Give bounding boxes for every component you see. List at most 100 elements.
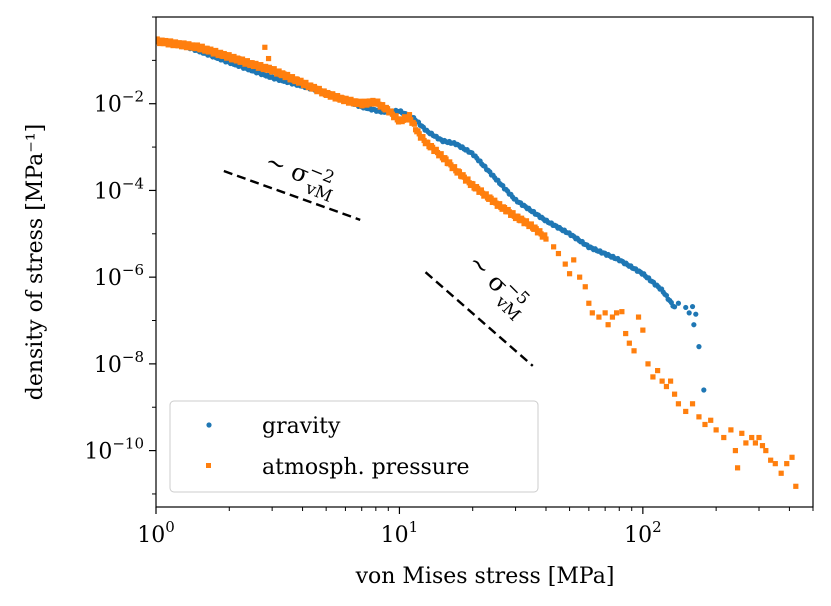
- y-tick-exp: −10: [112, 435, 144, 453]
- data-point: [492, 197, 498, 203]
- data-point: [713, 427, 719, 433]
- x-tick-base: 10: [137, 523, 165, 548]
- data-point: [213, 47, 219, 54]
- data-point: [708, 417, 714, 423]
- data-point: [689, 303, 696, 310]
- legend: gravity atmosph. pressure: [169, 400, 539, 493]
- data-point: [465, 176, 471, 182]
- data-point: [623, 330, 629, 337]
- data-point: [582, 284, 588, 290]
- data-point: [683, 408, 689, 415]
- y-tick-label: 10−4: [94, 174, 144, 204]
- data-point: [263, 63, 269, 70]
- data-point: [667, 378, 674, 384]
- data-point: [470, 181, 476, 187]
- reference-lines: [223, 169, 534, 367]
- y-tick-exp: −2: [122, 88, 144, 106]
- y-tick-exp: −8: [122, 348, 144, 366]
- data-point: [316, 85, 322, 92]
- data-point: [501, 205, 508, 211]
- data-point: [488, 195, 494, 201]
- data-point: [528, 221, 534, 227]
- x-tick-base: 10: [624, 523, 652, 548]
- data-point: [339, 95, 346, 101]
- data-point: [523, 218, 530, 224]
- data-point: [671, 304, 678, 310]
- x-axis-label: von Mises stress [MPa]: [355, 564, 615, 589]
- data-point: [204, 45, 210, 51]
- data-point: [589, 310, 595, 316]
- data-point: [308, 82, 314, 88]
- data-point: [276, 68, 282, 74]
- data-point: [289, 74, 296, 80]
- data-point: [188, 45, 194, 51]
- data-point: [334, 93, 341, 99]
- data-point: [635, 314, 642, 320]
- data-point: [650, 374, 656, 380]
- data-point: [443, 156, 449, 162]
- data-point: [447, 159, 453, 165]
- data-point: [247, 62, 253, 69]
- data-point: [793, 483, 799, 489]
- legend-box: [169, 400, 539, 493]
- data-point: [172, 39, 179, 45]
- legend-marker-gravity: [206, 422, 212, 428]
- data-point: [430, 144, 436, 150]
- data-point: [226, 52, 232, 58]
- data-point: [693, 311, 699, 317]
- y-tick-base: 10: [94, 179, 122, 204]
- data-point: [537, 228, 543, 234]
- y-tick-exp: −4: [122, 174, 144, 192]
- data-point: [404, 117, 410, 123]
- x-axis: 100 101 102: [137, 507, 814, 548]
- data-point: [645, 361, 651, 367]
- data-point: [170, 42, 176, 49]
- data-point: [303, 79, 309, 86]
- data-point: [199, 43, 205, 49]
- data-point: [778, 470, 784, 476]
- data-point: [586, 300, 592, 306]
- data-point: [321, 88, 327, 94]
- data-point: [353, 98, 359, 104]
- x-tick-exp: 2: [652, 518, 662, 536]
- y-tick-label: 10−2: [94, 88, 144, 118]
- data-point: [202, 48, 208, 54]
- legend-marker-atmosph-pressure: [206, 463, 211, 468]
- data-point: [683, 304, 689, 311]
- data-point: [789, 454, 795, 460]
- data-point: [451, 164, 458, 170]
- data-point: [433, 146, 439, 152]
- data-point: [271, 66, 277, 72]
- data-point: [369, 101, 375, 107]
- data-point: [702, 421, 708, 428]
- data-point: [691, 322, 697, 328]
- data-point: [613, 310, 620, 316]
- data-point: [752, 440, 759, 446]
- data-point: [510, 210, 516, 216]
- data-point: [671, 391, 678, 397]
- data-point: [408, 117, 414, 123]
- data-point: [425, 139, 431, 145]
- data-point: [388, 108, 394, 114]
- data-point: [461, 174, 467, 180]
- data-point: [265, 55, 272, 62]
- data-point: [756, 434, 762, 441]
- data-point: [739, 430, 745, 436]
- data-point: [732, 447, 739, 454]
- data-point: [555, 250, 562, 257]
- data-point: [721, 434, 727, 441]
- data-point: [533, 226, 539, 232]
- x-tick-base: 10: [381, 523, 409, 548]
- data-point: [384, 106, 391, 112]
- x-tick-exp: 1: [409, 518, 419, 536]
- data-point: [231, 53, 237, 60]
- data-point: [159, 37, 165, 43]
- data-point: [497, 201, 503, 207]
- data-point: [663, 383, 670, 390]
- data-point: [281, 71, 287, 77]
- data-point: [411, 121, 417, 127]
- data-point: [366, 98, 372, 104]
- data-point: [375, 98, 381, 104]
- data-point: [262, 44, 268, 50]
- data-point: [686, 310, 692, 316]
